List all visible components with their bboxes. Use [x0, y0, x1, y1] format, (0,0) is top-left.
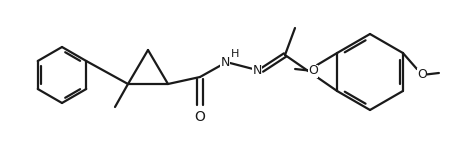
- Text: H: H: [231, 49, 239, 59]
- Text: N: N: [252, 63, 262, 76]
- Text: O: O: [417, 69, 427, 82]
- Text: O: O: [308, 65, 318, 77]
- Text: N: N: [220, 56, 230, 69]
- Text: O: O: [195, 110, 205, 124]
